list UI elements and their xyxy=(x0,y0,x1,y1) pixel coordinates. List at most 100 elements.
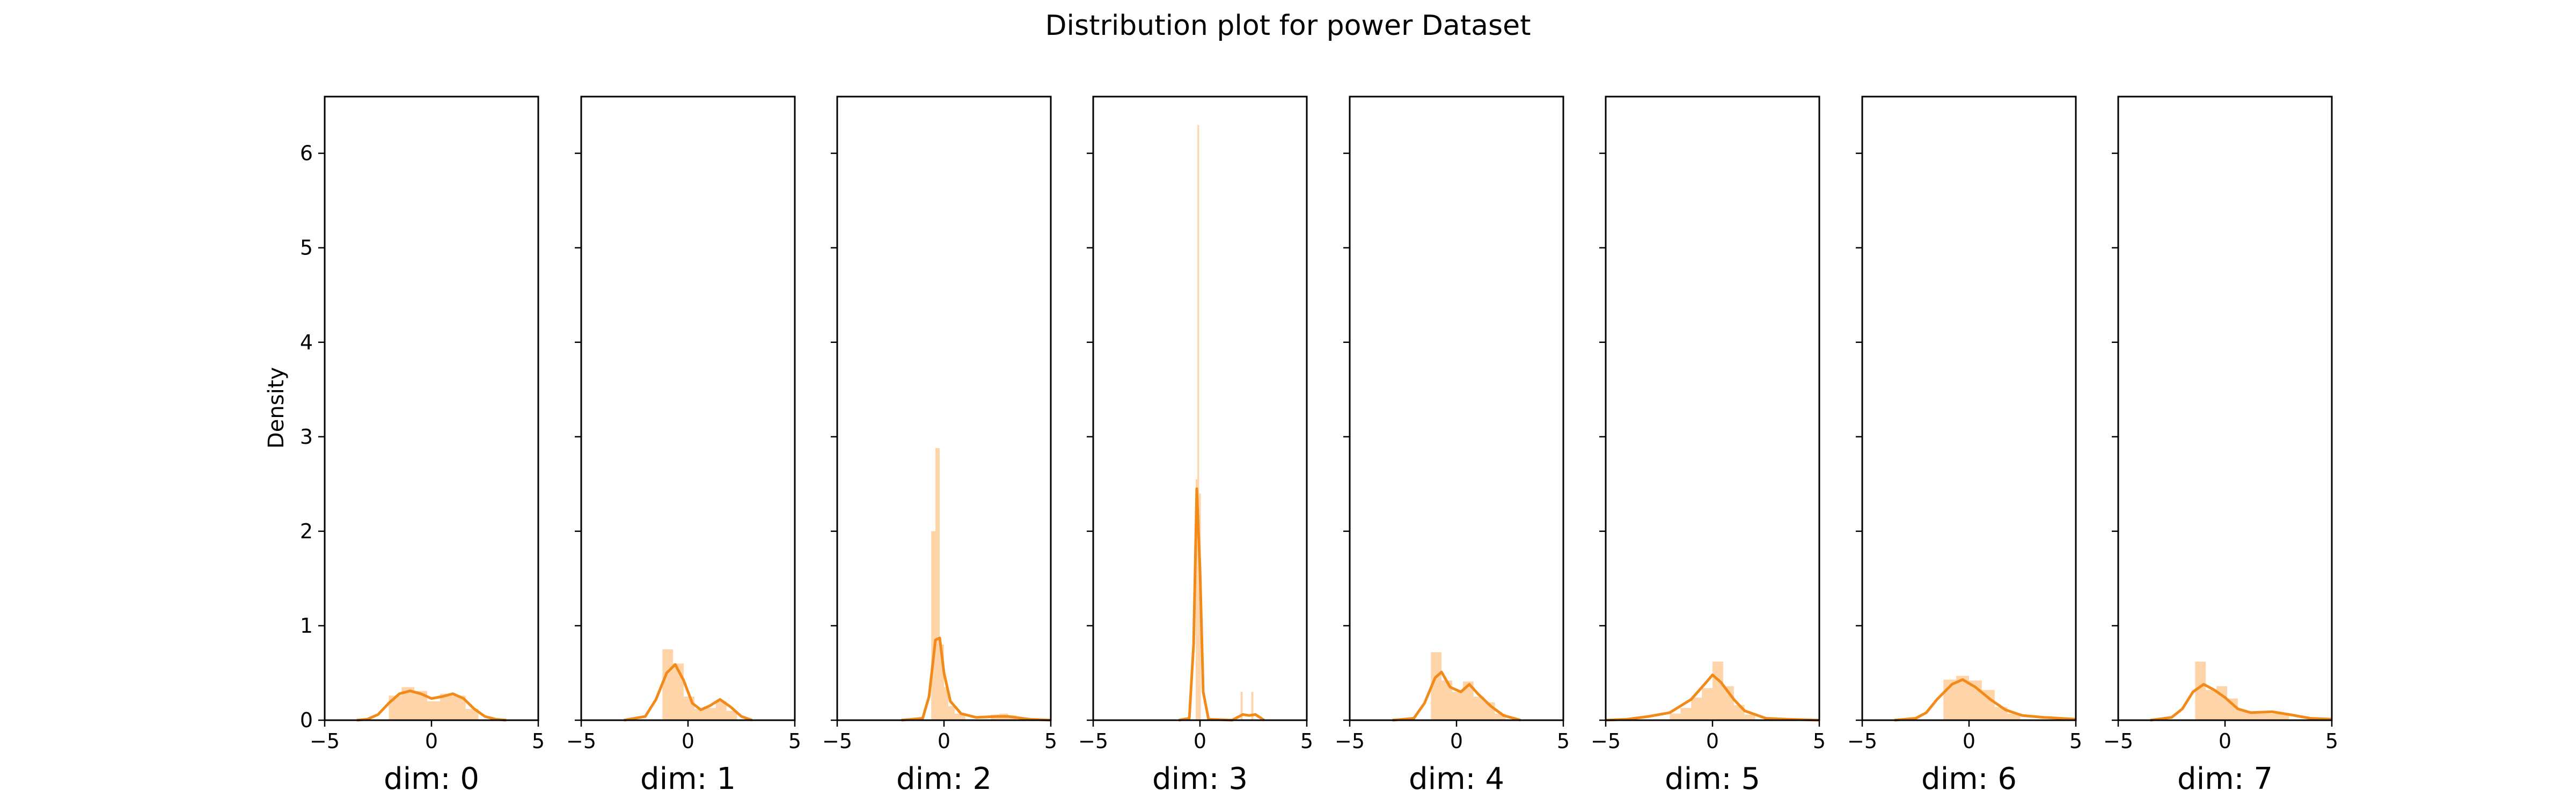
y-tick-label: 2 xyxy=(300,519,313,543)
subplot-5: −5 0 5 dim: 5 xyxy=(1591,96,1826,796)
subplot-7: −5 0 5 dim: 7 xyxy=(2103,96,2338,796)
histogram-bar xyxy=(1196,479,1198,720)
histogram-bar xyxy=(1702,688,1713,720)
histogram-bar xyxy=(1713,661,1723,720)
x-tick-label: 0 xyxy=(1194,729,1206,753)
axes-frame xyxy=(1349,96,1564,721)
axes-frame xyxy=(836,96,1052,721)
axes-frame xyxy=(580,96,796,721)
histogram-bar xyxy=(389,696,402,720)
histogram-bar xyxy=(414,691,428,720)
histogram-bar xyxy=(2250,713,2268,720)
x-tick-label: 0 xyxy=(425,729,438,753)
x-axis-label: dim: 5 xyxy=(1665,762,1760,796)
histogram-bar xyxy=(715,701,727,720)
subplot-2: −5 0 5 dim: 2 xyxy=(822,96,1057,796)
histogram-bar xyxy=(1956,676,1969,720)
x-tick-label: 0 xyxy=(1706,729,1719,753)
x-tick-label: 5 xyxy=(1557,729,1570,753)
histogram-bar xyxy=(935,448,940,720)
histogram-bar xyxy=(2267,713,2289,720)
histogram-bar xyxy=(1441,680,1453,720)
histogram-bar xyxy=(1473,696,1484,720)
x-tick-label: −5 xyxy=(1078,729,1108,753)
histogram-bar xyxy=(2227,698,2238,720)
x-tick-label: 5 xyxy=(2325,729,2338,753)
histogram-bar xyxy=(2195,661,2206,720)
histogram-bar xyxy=(1431,652,1442,720)
x-tick-label: −5 xyxy=(1591,729,1621,753)
y-tick-label: 5 xyxy=(300,236,313,260)
kde-line xyxy=(1178,487,1265,722)
x-tick-label: 5 xyxy=(1813,729,1826,753)
x-tick-label: −5 xyxy=(1847,729,1877,753)
x-axis-label: dim: 1 xyxy=(640,762,736,796)
histogram-bar xyxy=(401,687,415,720)
histogram-bar xyxy=(465,708,479,720)
histogram-bar xyxy=(1462,681,1474,720)
histogram-bar xyxy=(452,696,466,720)
x-tick-label: −5 xyxy=(2103,729,2133,753)
x-axis-label: dim: 2 xyxy=(896,762,992,796)
histogram-bar xyxy=(705,708,716,720)
y-tick-label: 0 xyxy=(300,708,313,732)
subplot-1: −5 0 5 dim: 1 xyxy=(566,96,801,796)
histogram-bar xyxy=(1197,125,1199,721)
histogram-bar xyxy=(726,711,737,720)
x-tick-label: −5 xyxy=(566,729,596,753)
histogram-bar xyxy=(427,701,440,720)
histogram-bar xyxy=(1670,713,1681,720)
histogram-bar xyxy=(2237,711,2251,720)
kde-line xyxy=(1894,678,2076,722)
x-tick-label: −5 xyxy=(1335,729,1365,753)
x-tick-label: −5 xyxy=(822,729,852,753)
x-tick-label: 5 xyxy=(788,729,801,753)
histogram-bar xyxy=(948,706,955,720)
histogram-bar xyxy=(940,645,944,720)
y-tick-label: 3 xyxy=(300,425,313,449)
histogram-bar xyxy=(931,531,936,720)
x-axis-label: dim: 0 xyxy=(384,762,479,796)
x-axis-label: dim: 7 xyxy=(2177,762,2273,796)
x-tick-label: 0 xyxy=(938,729,950,753)
histogram-bar xyxy=(2007,713,2021,720)
y-tick-label: 1 xyxy=(300,614,313,638)
y-tick-label: 4 xyxy=(300,331,313,354)
kde-line xyxy=(2150,683,2332,722)
histogram-bar xyxy=(1240,692,1243,720)
histogram-bar xyxy=(1744,714,1755,720)
x-tick-label: −5 xyxy=(310,729,340,753)
y-tick-label: 6 xyxy=(300,142,313,165)
x-tick-label: 5 xyxy=(1300,729,1313,753)
x-tick-label: 0 xyxy=(1963,729,1975,753)
histogram-bar xyxy=(440,693,453,720)
x-axis-label: dim: 6 xyxy=(1921,762,2017,796)
histogram-bar xyxy=(944,687,948,720)
histogram-bar xyxy=(1680,708,1692,720)
kde-line xyxy=(1392,670,1521,722)
histogram-bar xyxy=(694,708,705,720)
axes-frame xyxy=(1605,96,1820,721)
kde-line xyxy=(624,663,753,722)
histogram-bar xyxy=(1452,692,1463,720)
subplot-3: −5 0 5 dim: 3 xyxy=(1078,96,1313,796)
kde-line xyxy=(1605,674,1820,722)
x-tick-label: 5 xyxy=(532,729,545,753)
histogram-bar xyxy=(2206,690,2217,720)
histogram-bar xyxy=(662,649,674,720)
x-tick-label: 5 xyxy=(1044,729,1057,753)
kde-line xyxy=(356,689,507,722)
y-axis-label: Density xyxy=(264,367,289,449)
chart-title: Distribution plot for power Dataset xyxy=(1045,10,1531,42)
subplot-4: −5 0 5 dim: 4 xyxy=(1335,96,1570,796)
histogram-bar xyxy=(684,696,694,720)
x-tick-label: 0 xyxy=(2219,729,2231,753)
axes-frame xyxy=(1861,96,2077,721)
histogram-bar xyxy=(1691,697,1702,720)
x-axis-label: dim: 4 xyxy=(1409,762,1504,796)
x-axis-label: dim: 3 xyxy=(1152,762,1248,796)
kde-line xyxy=(901,636,1051,722)
